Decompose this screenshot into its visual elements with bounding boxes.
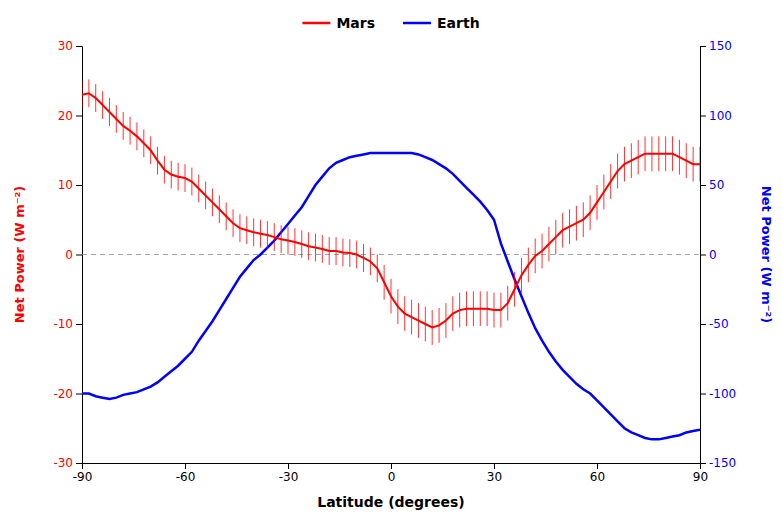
tick-mark xyxy=(76,46,82,47)
x-axis: -90 -60 -30 0 30 60 90 xyxy=(73,463,708,484)
tick-mark xyxy=(391,463,392,469)
tick-label: -30 xyxy=(53,456,73,470)
legend-swatch xyxy=(302,22,330,25)
legend-label: Mars xyxy=(336,15,375,31)
y-axis: -30 -20 -10 0 10 20 30 xyxy=(53,39,82,470)
tick-mark xyxy=(76,394,82,395)
tick: 30 xyxy=(487,463,502,484)
tick-mark xyxy=(185,463,186,469)
tick-mark xyxy=(700,394,706,395)
tick-mark xyxy=(700,255,706,256)
tick: -30 xyxy=(279,463,299,484)
tick: 30 xyxy=(58,39,82,53)
tick: 0 xyxy=(388,463,396,484)
tick-label: 0 xyxy=(65,248,73,262)
axis-line xyxy=(701,47,707,464)
tick-label: 60 xyxy=(590,470,605,484)
tick-label: 100 xyxy=(709,109,732,123)
axis-line xyxy=(76,47,83,464)
tick: -10 xyxy=(53,317,82,331)
tick-mark xyxy=(700,185,706,186)
tick-label: 30 xyxy=(487,470,502,484)
tick-mark xyxy=(700,324,706,325)
legend-item: Earth xyxy=(403,15,480,31)
x-axis-title: Latitude (degrees) xyxy=(317,494,464,510)
tick: 20 xyxy=(58,109,82,123)
legend: Mars Earth xyxy=(302,15,479,31)
y2-axis-title: Net Power (W m⁻²) xyxy=(759,186,774,324)
tick-label: -60 xyxy=(176,470,196,484)
tick: -30 xyxy=(53,456,82,470)
tick: 100 xyxy=(700,109,732,123)
tick-mark xyxy=(288,463,289,469)
tick: 60 xyxy=(590,463,605,484)
tick-label: -30 xyxy=(279,470,299,484)
tick-mark xyxy=(700,463,706,464)
chart: -90-60-300306090-30-20-100102030-150-100… xyxy=(0,0,782,521)
tick: 50 xyxy=(700,178,724,192)
tick-mark xyxy=(597,463,598,469)
legend-swatch xyxy=(403,22,431,25)
tick-label: 20 xyxy=(58,109,73,123)
legend-item: Mars xyxy=(302,15,375,31)
tick: 0 xyxy=(700,248,717,262)
tick-label: 90 xyxy=(693,470,708,484)
tick: -20 xyxy=(53,387,82,401)
tick-label: 0 xyxy=(709,248,717,262)
tick-label: -20 xyxy=(53,387,73,401)
tick-mark xyxy=(76,185,82,186)
tick: -90 xyxy=(73,463,93,484)
legend-label: Earth xyxy=(437,15,480,31)
tick-mark xyxy=(76,463,82,464)
tick-label: -150 xyxy=(709,456,736,470)
tick: -150 xyxy=(700,456,736,470)
tick-mark xyxy=(700,116,706,117)
tick-mark xyxy=(76,116,82,117)
tick-label: -50 xyxy=(709,317,729,331)
tick-label: 50 xyxy=(709,178,724,192)
tick: 0 xyxy=(65,248,82,262)
tick-label: 30 xyxy=(58,39,73,53)
tick: -60 xyxy=(176,463,196,484)
tick: 10 xyxy=(58,178,82,192)
line xyxy=(82,93,700,327)
y-axis-title: Net Power (W m⁻²) xyxy=(12,186,27,324)
tick-label: -100 xyxy=(709,387,736,401)
tick-mark xyxy=(700,46,706,47)
tick-mark xyxy=(76,255,82,256)
plot-area xyxy=(82,79,700,439)
series xyxy=(82,79,700,344)
tick-label: 150 xyxy=(709,39,732,53)
tick-label: 10 xyxy=(58,178,73,192)
reference-line xyxy=(82,254,700,255)
tick: 90 xyxy=(693,463,708,484)
y2-axis: -150 -100 -50 0 50 100 150 xyxy=(700,39,736,470)
tick-label: -90 xyxy=(73,470,93,484)
tick-label: -10 xyxy=(53,317,73,331)
tick: -50 xyxy=(700,317,729,331)
tick-mark xyxy=(76,324,82,325)
tick: -100 xyxy=(700,387,736,401)
tick: 150 xyxy=(700,39,732,53)
tick-label: 0 xyxy=(388,470,396,484)
axis-line xyxy=(83,464,701,470)
tick-mark xyxy=(494,463,495,469)
